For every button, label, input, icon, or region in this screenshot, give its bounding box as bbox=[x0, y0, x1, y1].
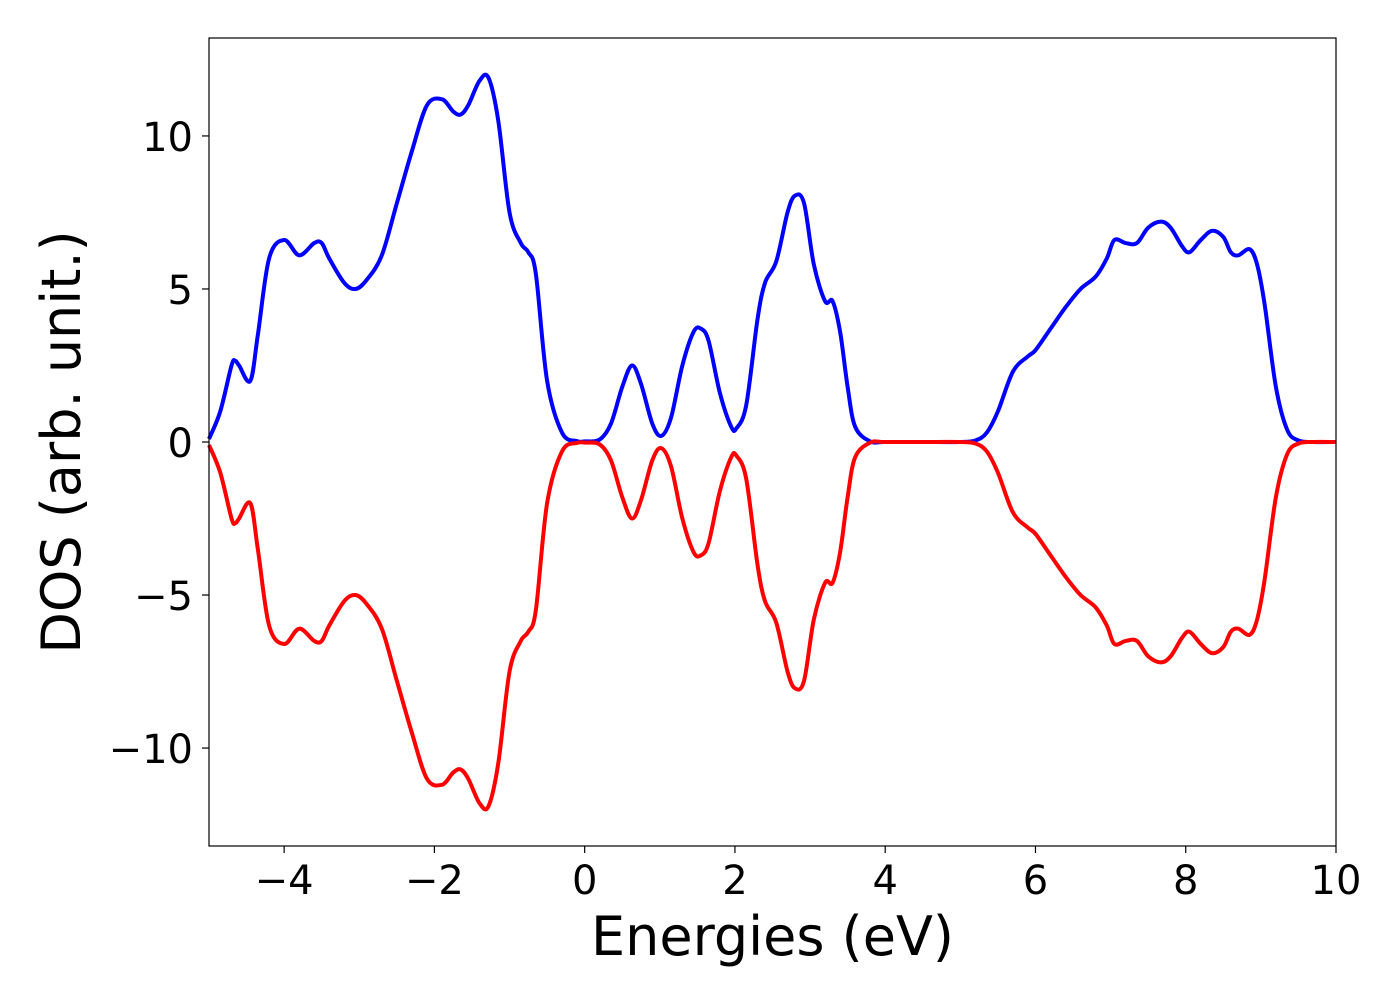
y-tick-label: −5 bbox=[134, 574, 193, 620]
x-tick-label: 10 bbox=[1311, 858, 1362, 904]
x-tick-label: 2 bbox=[722, 858, 747, 904]
y-tick-label: 5 bbox=[168, 268, 193, 314]
series-layer bbox=[207, 72, 1337, 812]
y-tick-label: −10 bbox=[109, 727, 193, 773]
dos-series-line-up bbox=[207, 72, 1337, 445]
dos-series-line-down bbox=[207, 439, 1337, 812]
x-tick-label: 4 bbox=[872, 858, 897, 904]
y-tick-label: 10 bbox=[142, 115, 193, 161]
x-tick-label: −2 bbox=[405, 858, 464, 904]
ticks-layer: −4 −2 0 2 4 6 8 10 10 5 0 −5 −10 bbox=[109, 115, 1362, 904]
x-tick-label: 6 bbox=[1023, 858, 1048, 904]
x-tick-label: −4 bbox=[255, 858, 314, 904]
plot-frame bbox=[208, 37, 1337, 847]
y-tick-label: 0 bbox=[168, 421, 193, 467]
x-tick-label: 8 bbox=[1173, 858, 1198, 904]
x-tick-label: 0 bbox=[572, 858, 597, 904]
x-axis-label: Energies (eV) bbox=[591, 905, 954, 968]
y-axis-label: DOS (arb. unit.) bbox=[30, 230, 93, 653]
